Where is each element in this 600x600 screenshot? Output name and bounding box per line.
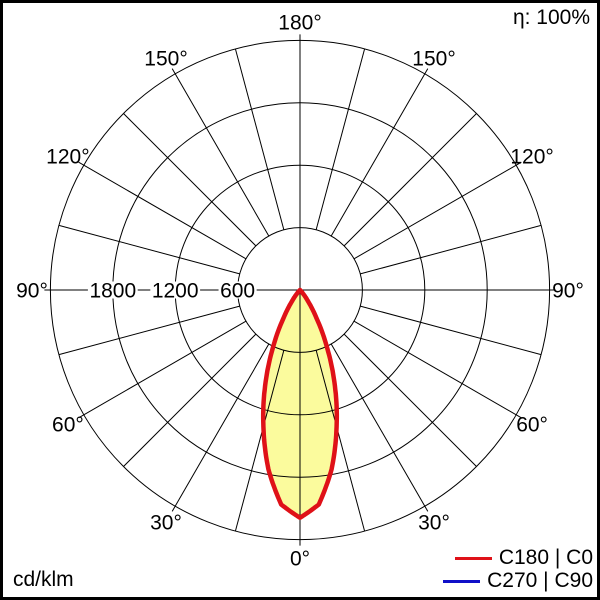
grid-spoke-300 [78,320,247,419]
efficiency-label: η: 100% [512,6,590,29]
legend-line-icon-1 [443,579,481,583]
angle-label-30deg-left: 30° [150,512,182,535]
grid-spoke-255 [58,224,240,275]
grid-spoke-30 [330,343,429,512]
grid-spoke-165 [315,48,366,230]
grid-spoke-45 [343,333,477,467]
ring-label-1200: 1200 [152,280,199,303]
ring-label-bg-1200 [150,281,201,299]
legend: C180 | C0 C270 | C90 [443,547,593,592]
angle-label-150deg-left: 150° [144,47,187,70]
legend-item-1: C270 | C90 [443,570,593,592]
grid-spoke-330 [171,343,270,512]
grid-spoke-120 [353,161,522,260]
legend-line-icon-0 [454,556,492,560]
legend-item-0: C180 | C0 [443,547,593,569]
grid-spoke-195 [234,48,285,230]
grid-spoke-150 [330,68,429,237]
angle-label-60deg-right: 60° [516,414,548,437]
grid-spoke-345 [234,350,285,532]
ring-label-1800: 1800 [89,280,136,303]
legend-label-1: C270 | C90 [487,569,593,592]
ring-label-bg-1800 [87,281,138,299]
angle-label-180deg-right: 180° [278,12,321,35]
angle-label-150deg-right: 150° [412,47,455,70]
angle-label-120deg-right: 120° [510,146,553,169]
ring-label-600: 600 [220,280,255,303]
grid-spoke-105 [360,224,542,275]
angle-label-0deg-right: 0° [290,548,310,571]
unit-label: cd/klm [13,568,74,591]
angle-label-90deg-left: 90° [16,280,48,303]
grid-spoke-225 [123,113,257,247]
grid-spoke-60 [353,320,522,419]
angle-label-30deg-right: 30° [418,512,450,535]
grid-spoke-210 [171,68,270,237]
grid-spoke-135 [343,113,477,247]
angle-label-120deg-left: 120° [46,146,89,169]
grid-spoke-75 [360,305,542,356]
grid-spoke-240 [78,161,247,260]
grid-spoke-285 [58,305,240,356]
angle-label-60deg-left: 60° [52,414,84,437]
grid-spoke-315 [123,333,257,467]
legend-label-0: C180 | C0 [498,546,593,569]
ring-label-bg-600 [218,281,257,299]
beam-curve-c0-c180 [260,287,340,521]
grid-spoke-15 [315,350,366,532]
angle-label-90deg-right: 90° [552,280,584,303]
